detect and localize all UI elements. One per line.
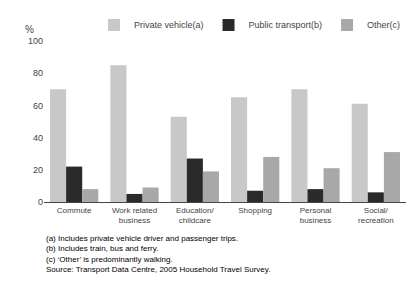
svg-text:Education/childcare: Education/childcare — [176, 206, 215, 225]
svg-text:Private vehicle(a): Private vehicle(a) — [134, 20, 204, 30]
svg-text:60: 60 — [33, 101, 43, 111]
svg-text:(a) Includes private vehicle d: (a) Includes private vehicle driver and … — [46, 234, 270, 274]
svg-text:Social/recreation: Social/recreation — [358, 206, 394, 225]
svg-text:20: 20 — [33, 165, 43, 175]
svg-text:Personalbusiness: Personalbusiness — [300, 206, 332, 225]
svg-text:100: 100 — [28, 36, 43, 46]
svg-text:80: 80 — [33, 68, 43, 78]
svg-text:Work relatedbusiness: Work relatedbusiness — [112, 206, 157, 225]
svg-text:Public transport(b): Public transport(b) — [249, 20, 323, 30]
svg-text:Other(c): Other(c) — [367, 20, 400, 30]
svg-text:Commute: Commute — [57, 206, 92, 215]
svg-text:%: % — [25, 24, 34, 35]
svg-text:40: 40 — [33, 133, 43, 143]
svg-text:Shopping: Shopping — [238, 206, 272, 215]
svg-text:0: 0 — [38, 197, 43, 207]
